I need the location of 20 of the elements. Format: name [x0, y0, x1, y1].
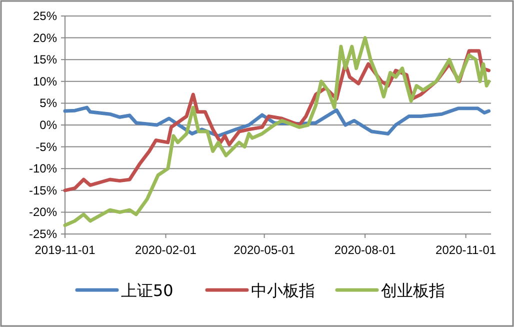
x-tick-label: 2020-11-01: [436, 243, 496, 257]
y-tick-label: 25%: [32, 9, 58, 23]
y-tick-label: -10%: [28, 162, 58, 176]
x-tick-label: 2020-02-01: [135, 243, 197, 257]
y-tick-label: -5%: [36, 140, 58, 154]
y-tick-label: 0%: [40, 118, 58, 132]
y-tick-label: 15%: [32, 52, 58, 67]
y-tick-label: 20%: [32, 30, 58, 45]
y-tick-label: 5%: [40, 96, 58, 110]
legend-label: 上证50: [121, 281, 174, 300]
y-tick-label: -25%: [28, 227, 58, 241]
y-tick-label: 10%: [32, 74, 58, 88]
legend-label: 中小板指: [251, 281, 315, 300]
x-tick-label: 2020-05-01: [234, 243, 296, 257]
y-tick-label: -15%: [28, 183, 58, 198]
line-series: [63, 36, 491, 228]
y-tick-label: -20%: [28, 205, 58, 220]
legend-label: 创业板指: [381, 281, 445, 300]
x-tick-label: 2020-08-01: [334, 243, 396, 257]
x-tick-label: 2019-11-01: [34, 243, 96, 257]
